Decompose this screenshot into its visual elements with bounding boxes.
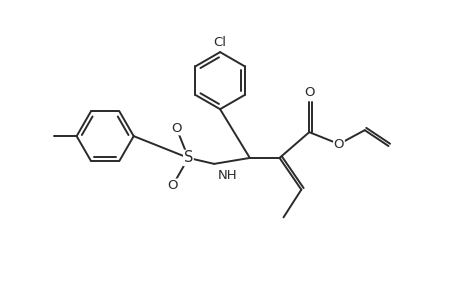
Text: O: O: [167, 179, 177, 192]
Text: NH: NH: [217, 169, 236, 182]
Text: S: S: [183, 150, 193, 165]
Text: O: O: [171, 122, 181, 135]
Text: Cl: Cl: [213, 36, 226, 49]
Text: O: O: [303, 86, 314, 99]
Text: O: O: [333, 138, 343, 151]
